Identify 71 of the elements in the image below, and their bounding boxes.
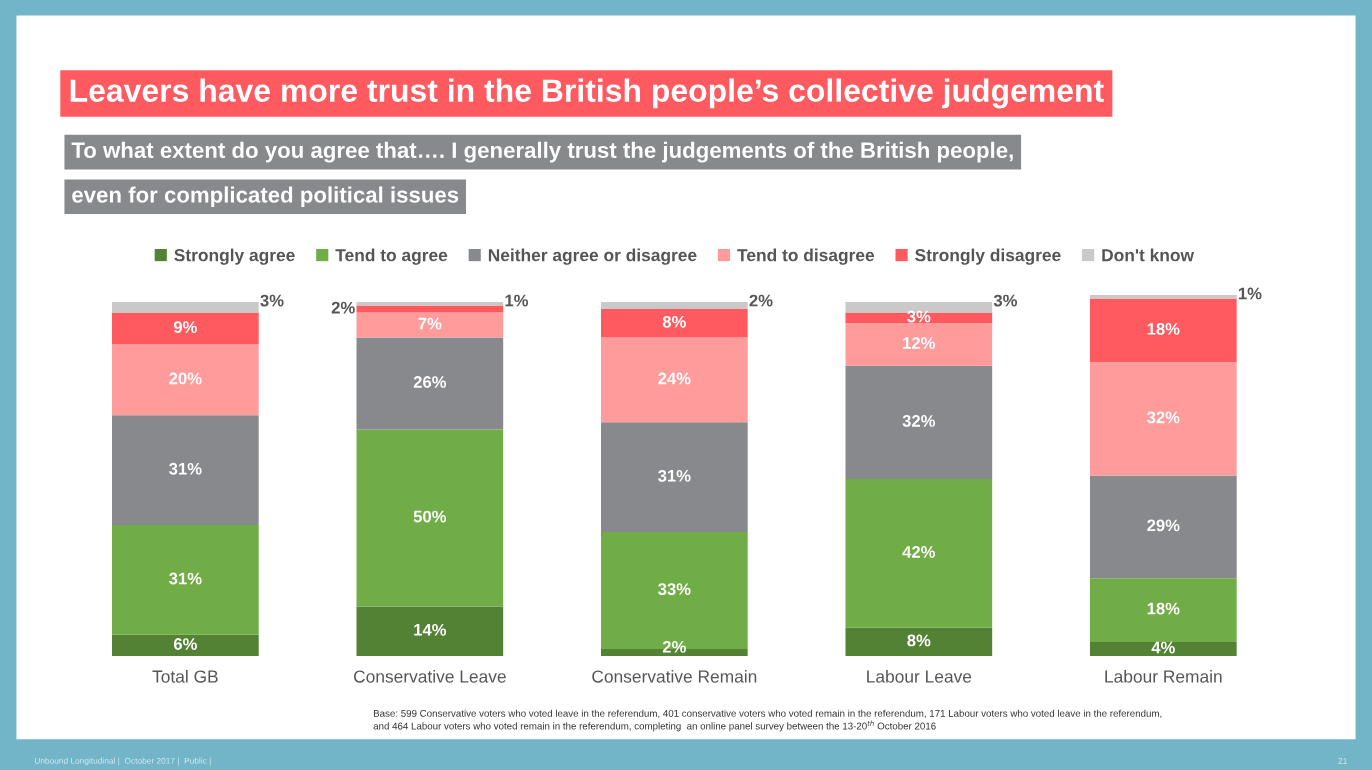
- data-label: 33%: [658, 583, 691, 596]
- data-label: 2%: [331, 301, 355, 314]
- x-tick-label: Total GB: [152, 669, 218, 683]
- data-label: 31%: [169, 462, 202, 475]
- bar: [1089, 578, 1237, 642]
- data-label: 3%: [993, 294, 1018, 307]
- legend-label: Neither agree or disagree: [488, 248, 697, 265]
- legend-label: Tend to disagree: [737, 248, 875, 265]
- data-label: 1%: [505, 294, 529, 307]
- legend-label: Tend to agree: [335, 248, 448, 265]
- data-label: 20%: [169, 372, 202, 385]
- bar: [845, 365, 993, 480]
- data-label: 18%: [1147, 322, 1180, 335]
- bar: [600, 422, 748, 533]
- bar: [356, 301, 504, 306]
- data-label: 24%: [658, 372, 691, 385]
- data-label: 4%: [1151, 641, 1175, 654]
- data-label: 6%: [173, 638, 197, 650]
- data-label: 32%: [902, 415, 936, 427]
- data-label: 8%: [907, 634, 931, 647]
- chart-title: Leavers have more trust in the British people’s collective judgement: [70, 78, 1104, 109]
- x-tick-label: Labour Remain: [1105, 669, 1222, 683]
- bar: [1089, 475, 1237, 579]
- data-label: 9%: [173, 321, 197, 334]
- data-label: 3%: [907, 310, 931, 323]
- data-label: 12%: [903, 337, 936, 349]
- bar: [1089, 641, 1237, 657]
- data-label: 8%: [662, 315, 686, 328]
- x-tick-label: Conservative Remain: [592, 669, 757, 683]
- legend-label: Don't know: [1102, 248, 1195, 262]
- chart-subtitle: To what extent do you agree that…. I generally trust the judgements of the British people, even for complicated political issues: [71, 141, 1013, 208]
- bar: [356, 429, 504, 607]
- bar: [112, 415, 259, 526]
- data-label: 32%: [1147, 411, 1180, 424]
- data-label: 1%: [1238, 287, 1262, 300]
- bar: [112, 301, 259, 313]
- data-label: 31%: [169, 572, 202, 585]
- data-label: 14%: [414, 623, 447, 636]
- bar: [356, 606, 504, 657]
- x-tick-label: Conservative Leave: [354, 669, 506, 683]
- data-label: 26%: [413, 376, 447, 388]
- text: Unbound Longitudinal | October 2017 | Public |: [34, 757, 211, 766]
- bar: [600, 309, 748, 338]
- x-tick-label: Labour Leave: [867, 669, 972, 683]
- data-label: 2%: [749, 294, 773, 307]
- bar: [1089, 362, 1237, 476]
- text: Base: 599 Conservative voters who voted leave in the referendum, 401 conservative voters who voted remain in the referendum, 171 Labour voters who voted leave in the referendum, and 464 Labour voters who voted remain in the referendum, completing an online panel survey between the 13-20$^{th}$ October 2016: [373, 709, 1162, 732]
- bar: [112, 312, 259, 345]
- bar: [845, 323, 993, 366]
- data-label: 29%: [1147, 519, 1180, 532]
- bar: [600, 301, 748, 310]
- data-label: 18%: [1147, 602, 1180, 615]
- bar: [112, 344, 259, 416]
- data-label: 7%: [418, 317, 442, 330]
- text: 21: [1338, 757, 1347, 764]
- data-label: 50%: [413, 510, 447, 523]
- bar: [845, 479, 993, 628]
- data-label: 42%: [902, 546, 936, 558]
- data-label: 31%: [658, 469, 691, 482]
- data-label: 2%: [662, 640, 686, 653]
- data-label: 3%: [260, 294, 284, 307]
- bar: [356, 337, 504, 430]
- bar: [356, 312, 504, 338]
- bar: [112, 525, 259, 635]
- legend-label: Strongly agree: [174, 248, 295, 265]
- bar: [600, 337, 748, 423]
- legend-label: Strongly disagree: [915, 248, 1061, 265]
- bar: [112, 634, 259, 657]
- bar: [845, 627, 993, 657]
- bar: [1089, 298, 1237, 363]
- bar: [356, 305, 504, 313]
